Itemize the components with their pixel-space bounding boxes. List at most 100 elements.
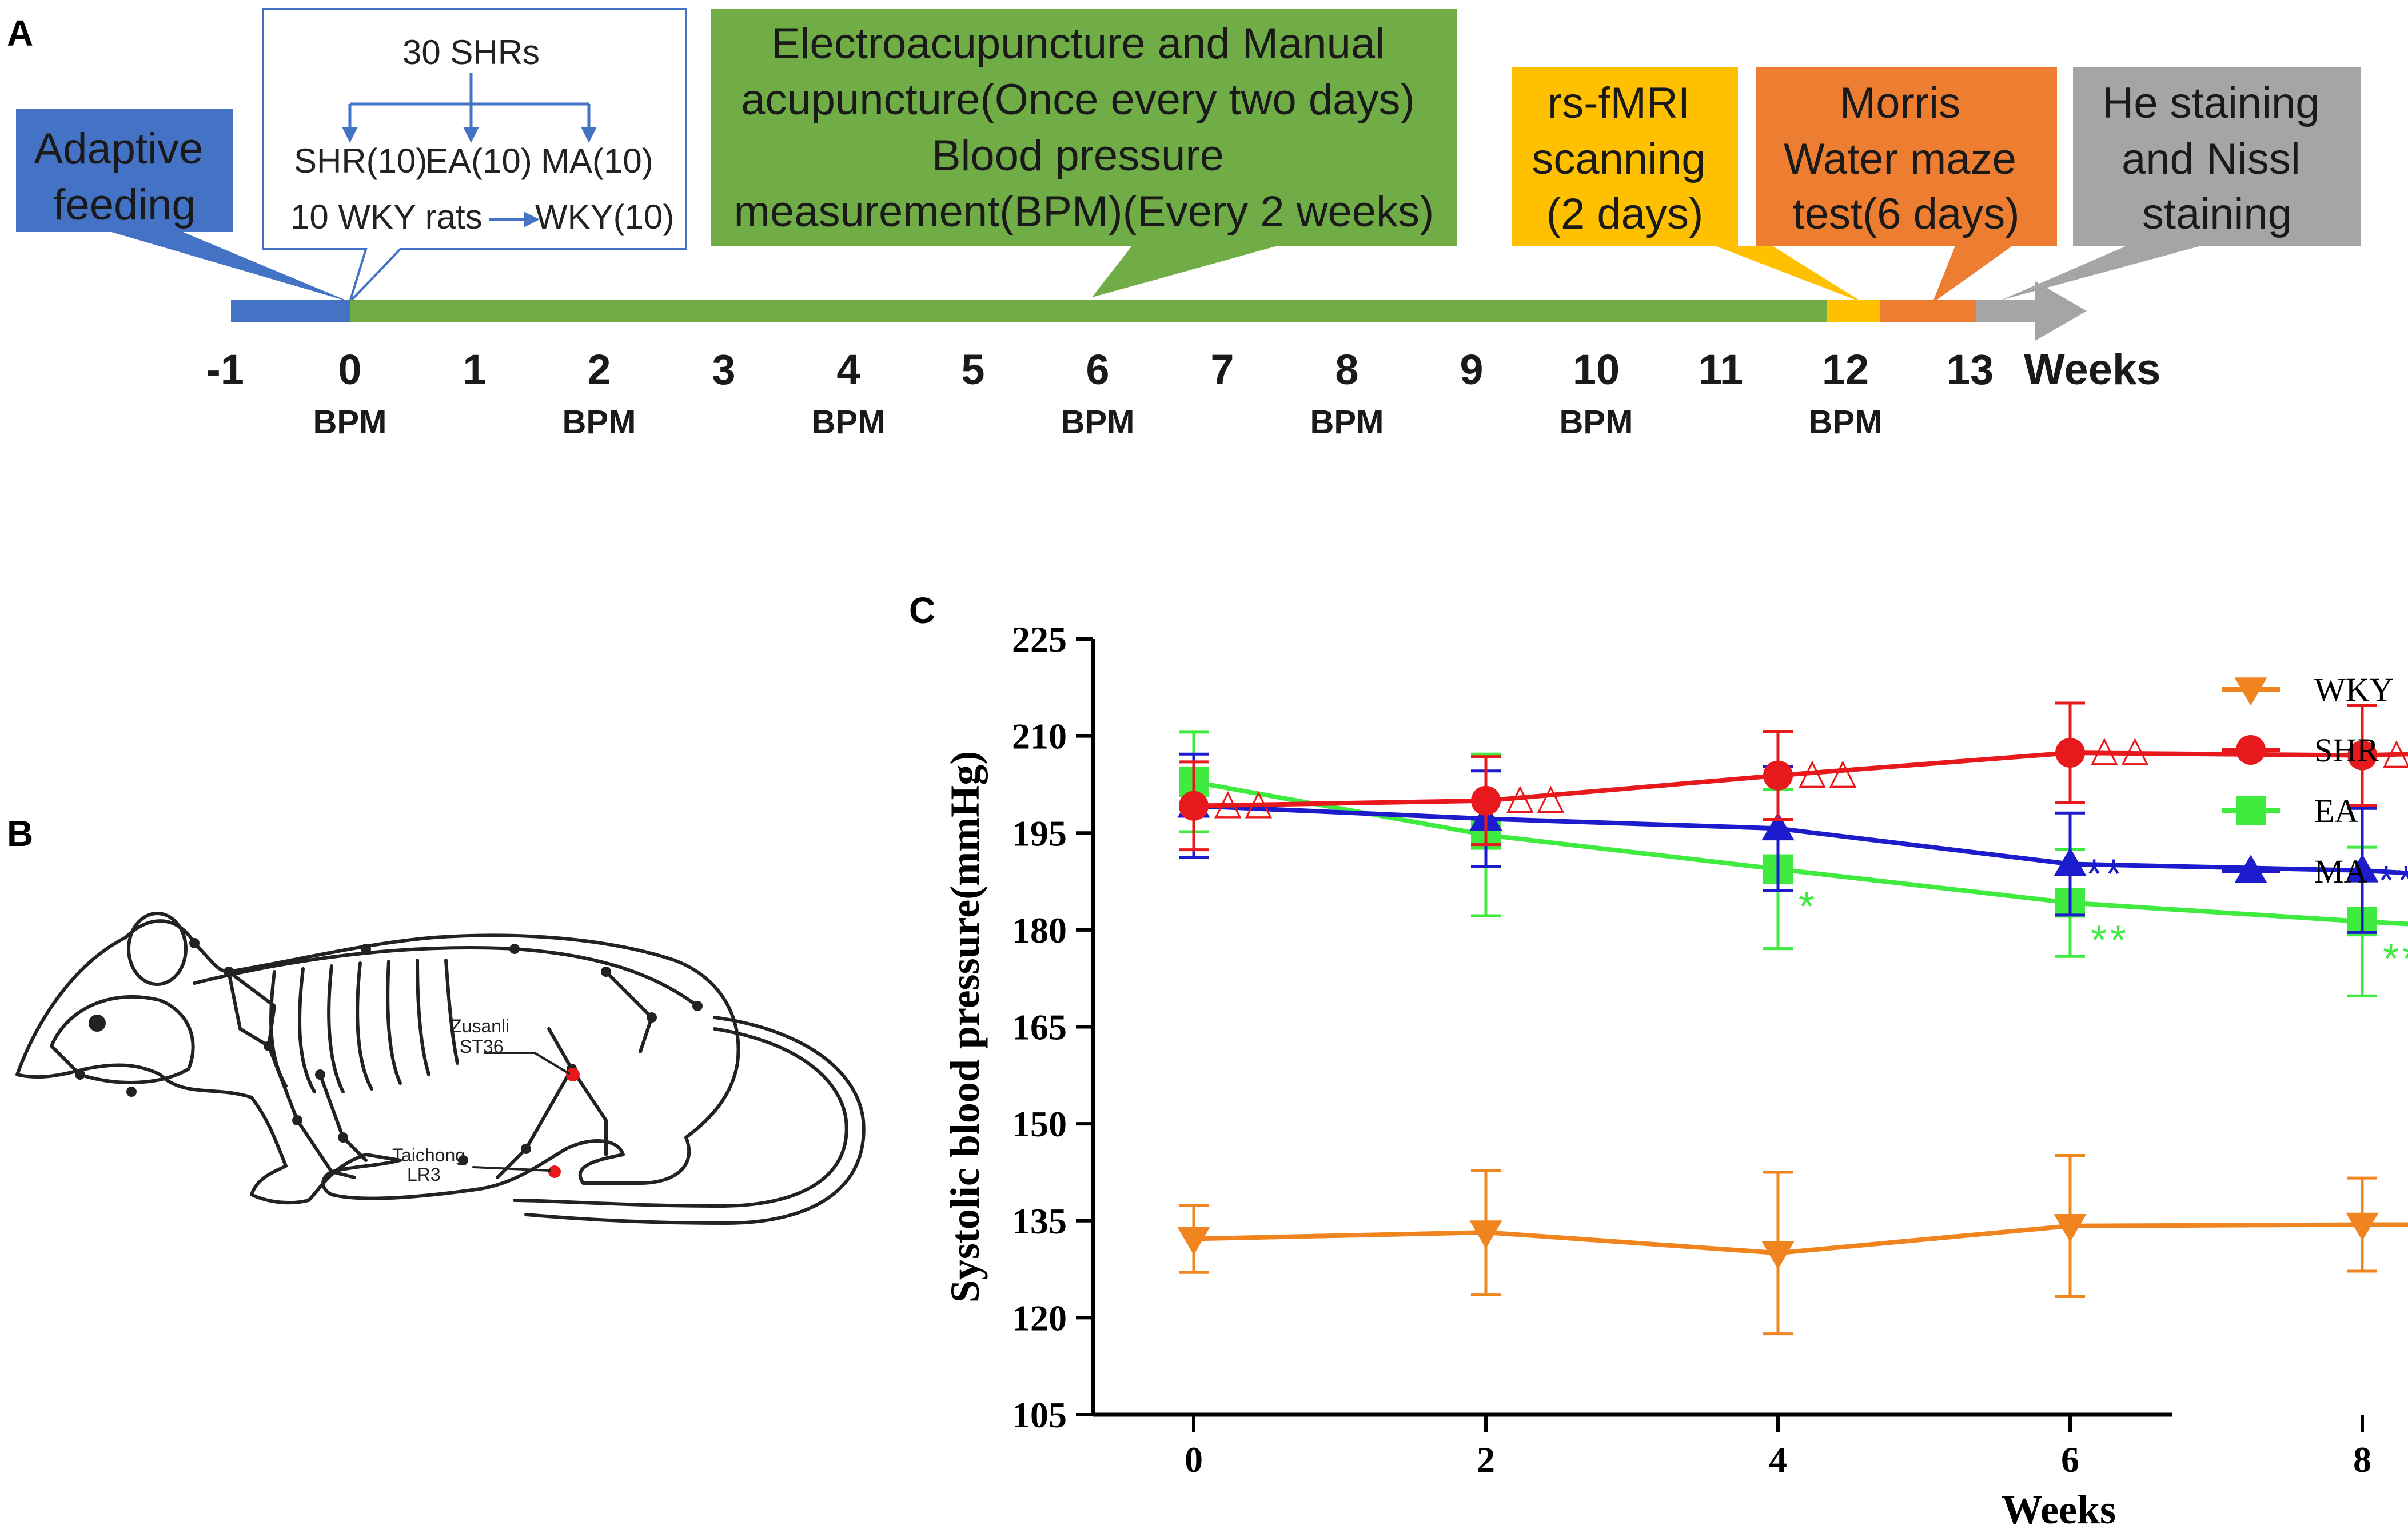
chart-x-tick-label: 6	[2061, 1439, 2079, 1480]
chart-x-axis-title: Weeks	[2002, 1487, 2116, 1529]
data-point	[1761, 1241, 1795, 1269]
significance-annotation: △△	[1214, 783, 1275, 822]
legend-marker	[2234, 855, 2267, 883]
chart-y-tick-label: 135	[1012, 1201, 1067, 1241]
timeline-tick-label: 5	[961, 346, 984, 393]
grouping-box	[262, 8, 687, 303]
rat-skull	[50, 995, 195, 1084]
rat-tail-outer	[524, 1016, 866, 1225]
timeline-bpm-label: BPM	[1560, 404, 1633, 441]
chart-y-tick-label: 195	[1012, 813, 1067, 853]
taichong-name: Taichong	[392, 1145, 465, 1165]
rat-pelvis	[604, 970, 653, 1053]
group-30-shrs: 30 SHRs	[402, 33, 540, 71]
timeline-bpm-labels: BPM BPM BPM BPM BPM BPM BPM	[313, 404, 1883, 441]
significance-annotation: △△	[2091, 729, 2152, 769]
maze-line-1: Morris	[1840, 79, 1960, 127]
taichong-acupoint	[548, 1165, 561, 1178]
rat-scapula	[227, 970, 276, 1048]
zusanli-pointer	[484, 1052, 570, 1075]
data-point	[1761, 812, 1795, 841]
legend-marker	[2236, 796, 2266, 825]
legend-label: EA	[2314, 792, 2358, 829]
legend-label: MA	[2314, 853, 2368, 890]
zusanli-acupoint	[566, 1068, 580, 1081]
group-shr: SHR(10)	[294, 142, 427, 180]
rat-ear	[127, 912, 188, 986]
data-point	[2346, 1212, 2379, 1241]
data-point	[1471, 785, 1501, 816]
timeline-bpm-label: BPM	[812, 404, 886, 441]
chart-axes: 105120135150165180195210225024681012	[1012, 619, 2371, 1480]
chart-x-tick-label: 4	[1769, 1439, 1787, 1480]
group-wky-rats: 10 WKY rats	[290, 198, 483, 236]
chart-y-tick-label: 210	[1012, 716, 1067, 757]
treatment-line-3: Blood pressure	[932, 131, 1224, 180]
maze-line-2: Water maze	[1784, 135, 2016, 183]
group-ea: EA(10)	[425, 142, 532, 180]
timeline-tick-label: 11	[1699, 346, 1743, 393]
staining-box	[2001, 67, 2361, 300]
maze-line-3: test(6 days)	[1792, 190, 2019, 238]
significance-annotation: **	[2383, 936, 2408, 982]
chart-y-tick-label: 180	[1012, 910, 1067, 951]
chart-x-tick-label: 2	[1477, 1439, 1495, 1480]
rat-ribcage	[269, 959, 459, 1093]
chart-legend: WKY SHR EA MA	[2222, 671, 2394, 890]
data-point	[2347, 740, 2377, 771]
legend-label: SHR	[2314, 732, 2379, 769]
treatment-label: Electroacupuncture and Manual acupunctur…	[734, 19, 1434, 236]
timeline-bpm-label: BPM	[313, 404, 387, 441]
chart-y-axis-title: Systolic blood pressure(mmHg)	[942, 751, 988, 1303]
timeline-bpm-label: BPM	[1809, 404, 1883, 441]
chart-y-tick-label: 105	[1012, 1395, 1067, 1435]
rat-illustration	[15, 912, 866, 1225]
timeline-bar-treatment	[350, 300, 1827, 322]
timeline-tick-label: 7	[1210, 346, 1234, 393]
significance-annotation: △△	[1799, 752, 1860, 792]
chart-y-tick-label: 120	[1012, 1298, 1067, 1338]
timeline-tick-label: -1	[206, 346, 244, 393]
timeline-tick-label: 8	[1335, 346, 1358, 393]
timeline-tick-label: 10	[1573, 346, 1620, 393]
bp-chart: 105120135150165180195210225024681012 △△△…	[942, 619, 2408, 1529]
data-point	[1179, 791, 1209, 821]
zusanli-name: Zusanli	[450, 1016, 509, 1036]
grouping-arrows	[348, 73, 591, 221]
group-wky: WKY(10)	[535, 198, 674, 236]
significance-annotation: △△	[2383, 732, 2408, 772]
staining-label: He staining and Nissl staining	[2102, 79, 2331, 238]
rat-forelimb	[267, 1044, 356, 1179]
rat-body-outline	[15, 919, 740, 1205]
timeline-bpm-label: BPM	[563, 404, 636, 441]
rat-forelimb-2	[318, 1073, 368, 1162]
staining-line-2: and Nissl	[2122, 135, 2301, 183]
rat-tail	[513, 1027, 848, 1208]
rs-fmri-box	[1512, 67, 1864, 303]
timeline-tick-label: 4	[836, 346, 860, 393]
data-point	[1469, 1220, 1502, 1249]
staining-line-3: staining	[2142, 190, 2292, 238]
timeline-bar-maze	[1880, 300, 1976, 322]
rat-hindlimb	[547, 1027, 608, 1156]
taichong-pointer	[472, 1166, 551, 1172]
group-ma: MA(10)	[541, 142, 653, 180]
morris-water-maze-box	[1756, 67, 2057, 303]
scan-line-1: rs-fMRI	[1548, 79, 1690, 127]
timeline-tick-label: 13	[1947, 346, 1994, 393]
timeline-tick-label: 0	[338, 346, 361, 393]
timeline-tick-label: 1	[463, 346, 486, 393]
significance-annotation: **	[2091, 917, 2130, 963]
chart-y-tick-label: 225	[1012, 619, 1067, 660]
legend-marker	[2236, 735, 2266, 765]
taichong-code: LR3	[407, 1164, 441, 1185]
series-shr	[1179, 701, 2408, 852]
significance-annotation: **	[2086, 852, 2125, 897]
timeline-tick-label: 2	[587, 346, 611, 393]
morris-water-maze-label: Morris Water maze test(6 days)	[1784, 79, 2028, 238]
significance-annotation: △△	[1506, 777, 1568, 817]
adaptive-feeding-box	[16, 109, 350, 302]
legend-marker	[2234, 677, 2267, 706]
data-point	[1763, 760, 1793, 791]
